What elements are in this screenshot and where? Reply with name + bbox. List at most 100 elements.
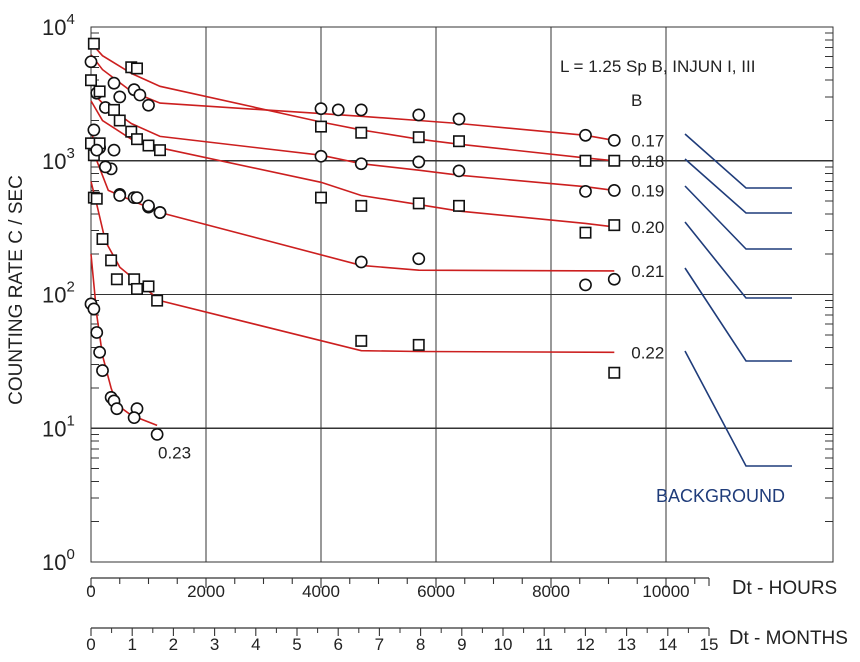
x-hours-label-text: t - HOURS — [746, 578, 837, 599]
data-point-0-20 — [154, 144, 167, 157]
y-minor-ticks — [91, 26, 833, 523]
data-point-0-17 — [133, 88, 147, 102]
fit-line-0-18 — [90, 42, 615, 162]
background-line — [684, 350, 792, 467]
data-point-0-20 — [452, 199, 465, 212]
data-point-0-18 — [108, 103, 121, 116]
data-point-0-23 — [150, 427, 164, 441]
y-tick-base: 10 — [42, 416, 66, 441]
data-point-0-21 — [412, 252, 426, 266]
grid-lines — [91, 27, 833, 562]
y-tick-exponent: 4 — [66, 11, 74, 28]
data-point-0-19 — [607, 184, 621, 197]
series-label-0-19: 0.19 — [631, 181, 664, 200]
data-point-0-20 — [314, 191, 327, 204]
y-tick-base: 10 — [42, 149, 66, 174]
data-point-0-22 — [142, 280, 155, 293]
data-point-0-17 — [354, 103, 368, 117]
x-months-tick-label: 6 — [333, 635, 342, 654]
x-months-tick-label: 3 — [210, 635, 219, 654]
data-point-0-20 — [355, 199, 368, 212]
fit-line-0-21 — [90, 126, 615, 272]
data-point-0-22 — [105, 254, 118, 267]
y-tick-label-4: 104 — [42, 11, 75, 40]
data-point-0-20 — [412, 197, 425, 210]
data-point-0-20 — [608, 219, 621, 232]
x-months-tick-label: 13 — [617, 635, 636, 654]
chart-title: L = 1.25 Sp B, INJUN I, III — [560, 57, 755, 76]
data-point-0-18 — [85, 74, 98, 87]
data-point-0-18 — [113, 114, 126, 127]
data-point-0-18 — [412, 131, 425, 144]
data-point-0-17 — [331, 103, 345, 117]
x-hours-tick-label: 6000 — [417, 582, 455, 601]
plot-frame — [90, 26, 834, 563]
data-markers — [84, 37, 621, 441]
data-point-0-21 — [354, 255, 368, 269]
background-line — [684, 267, 792, 362]
x-months-tick-label: 5 — [292, 635, 301, 654]
data-point-0-21 — [98, 160, 112, 174]
data-point-0-18 — [131, 62, 144, 75]
background-line — [684, 133, 792, 189]
data-point-0-22 — [355, 334, 368, 347]
data-point-0-18 — [131, 133, 144, 146]
data-point-0-21 — [130, 191, 144, 205]
fit-line-0-20 — [90, 100, 615, 228]
x-hours-tick-label: 4000 — [302, 582, 340, 601]
delta-symbol: D — [729, 627, 743, 649]
delta-symbol: D — [732, 577, 746, 599]
data-point-0-17 — [107, 76, 121, 90]
y-tick-base: 10 — [42, 283, 66, 308]
fit-lines — [90, 42, 615, 427]
data-point-0-19 — [87, 123, 101, 137]
data-point-0-17 — [314, 102, 328, 116]
data-point-0-23 — [90, 326, 104, 339]
x-months-tick-label: 11 — [535, 635, 553, 654]
series-label-0-20: 0.20 — [631, 218, 664, 237]
x-months-tick-label: 8 — [416, 635, 425, 654]
series-labels: 0.17 0.18 0.19 0.20 0.21 0.22 0.23 — [158, 131, 664, 462]
data-point-0-17 — [84, 55, 98, 69]
data-point-0-19 — [452, 164, 466, 178]
data-point-0-17 — [607, 133, 621, 147]
x-hours-tick-label: 10000 — [642, 582, 689, 601]
fit-line-0-19 — [90, 90, 615, 192]
data-point-0-18 — [314, 120, 327, 133]
data-point-0-18 — [87, 37, 100, 50]
data-point-0-19 — [314, 149, 328, 163]
series-label-0-17: 0.17 — [631, 131, 664, 150]
data-point-0-23 — [110, 402, 124, 416]
x-months-tick-label: 14 — [658, 635, 677, 654]
data-point-0-17 — [412, 108, 426, 122]
data-point-0-21 — [113, 189, 127, 202]
series-label-0-21: 0.21 — [631, 262, 664, 281]
background-line — [684, 158, 792, 214]
data-point-0-23 — [127, 411, 141, 425]
data-point-0-21 — [142, 199, 155, 213]
data-point-0-22 — [96, 232, 109, 245]
data-point-0-22 — [131, 282, 144, 295]
data-point-0-22 — [128, 273, 141, 286]
data-point-0-19 — [412, 155, 426, 169]
x-months-label: Dt - MONTHS — [729, 627, 848, 649]
y-tick-label-2: 102 — [42, 279, 75, 308]
y-tick-label-3: 103 — [42, 145, 75, 174]
data-point-0-21 — [90, 143, 104, 157]
data-point-0-21 — [607, 272, 621, 286]
data-point-0-21 — [579, 278, 592, 292]
background-line — [684, 185, 792, 250]
x-months-tick-label: 10 — [494, 635, 513, 654]
data-point-0-17 — [579, 128, 592, 142]
x-hours-label: Dt - HOURS — [732, 577, 837, 599]
x-months-tick-label: 4 — [251, 635, 260, 654]
x-months-tick-label: 1 — [127, 635, 136, 654]
x-months-axis: 0 1 2 3 4 5 6 7 8 9 10 11 12 13 14 15 — [86, 627, 718, 654]
data-point-0-22 — [608, 366, 621, 379]
data-point-0-23 — [93, 345, 107, 359]
data-point-0-18 — [452, 135, 465, 148]
data-point-0-18 — [142, 139, 155, 152]
data-point-0-22 — [110, 273, 123, 286]
series-label-0-22: 0.22 — [631, 343, 664, 362]
